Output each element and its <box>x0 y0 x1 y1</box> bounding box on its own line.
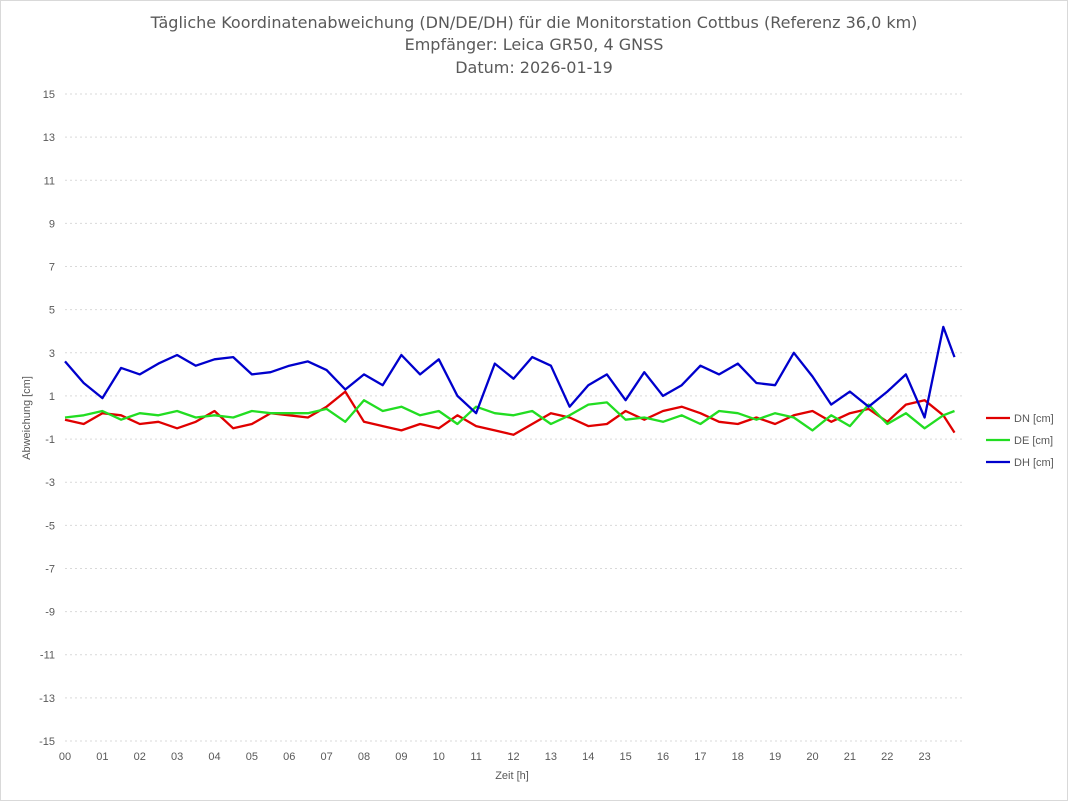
y-tick-label: -1 <box>45 434 55 446</box>
legend: DN [cm] DE [cm] DH [cm] <box>986 413 1054 469</box>
y-ticks: 15 13 11 9 7 5 3 1 -1 -3 -5 -7 -9 -11 -13 -15 <box>39 89 55 748</box>
x-tick-label: 20 <box>806 751 818 763</box>
x-tick-label: 14 <box>582 751 594 763</box>
x-tick-label: 15 <box>620 751 632 763</box>
series-layer <box>64 325 956 436</box>
chart-title-line-2: Empfänger: Leica GR50, 4 GNSS <box>405 35 664 54</box>
legend-label-dn: DN [cm] <box>1014 413 1054 425</box>
x-tick-label: 05 <box>246 751 258 763</box>
x-tick-label: 17 <box>694 751 706 763</box>
x-tick-label: 23 <box>919 751 931 763</box>
y-tick-label: -5 <box>45 520 55 532</box>
x-tick-label: 09 <box>395 751 407 763</box>
y-tick-label: -3 <box>45 477 55 489</box>
x-tick-label: 02 <box>134 751 146 763</box>
y-axis-label: Abweichung [cm] <box>21 376 33 460</box>
x-tick-label: 22 <box>881 751 893 763</box>
series-line-de <box>64 399 955 432</box>
y-tick-label: -9 <box>45 607 55 619</box>
y-tick-label: 13 <box>43 132 55 144</box>
y-tick-label: 1 <box>49 391 55 403</box>
legend-label-de: DE [cm] <box>1014 435 1053 447</box>
chart-title-line-1: Tägliche Koordinatenabweichung (DN/DE/DH… <box>150 13 918 32</box>
x-tick-label: 03 <box>171 751 183 763</box>
x-tick-label: 18 <box>732 751 744 763</box>
x-tick-label: 01 <box>96 751 108 763</box>
y-tick-label: 7 <box>49 262 55 274</box>
x-tick-label: 10 <box>433 751 445 763</box>
x-tick-label: 07 <box>321 751 333 763</box>
x-tick-label: 00 <box>59 751 71 763</box>
chart-title-line-3: Datum: 2026-01-19 <box>455 58 613 77</box>
y-tick-label: 15 <box>43 89 55 101</box>
x-tick-label: 19 <box>769 751 781 763</box>
y-tick-label: -7 <box>45 563 55 575</box>
y-tick-label: 5 <box>49 305 55 317</box>
series-line-dn <box>64 390 956 436</box>
x-tick-label: 13 <box>545 751 557 763</box>
x-tick-label: 21 <box>844 751 856 763</box>
x-tick-label: 06 <box>283 751 295 763</box>
legend-label-dh: DH [cm] <box>1014 457 1054 469</box>
y-tick-label: -11 <box>40 650 55 662</box>
y-tick-label: 9 <box>49 218 55 230</box>
x-tick-label: 12 <box>507 751 519 763</box>
series-line-dh <box>64 325 956 419</box>
x-tick-label: 08 <box>358 751 370 763</box>
x-tick-label: 16 <box>657 751 669 763</box>
x-tick-label: 11 <box>470 751 481 763</box>
y-tick-label: 3 <box>49 348 55 360</box>
x-ticks: 00 01 02 03 04 05 06 07 08 09 10 11 12 13 14 15 16 17 18 19… <box>59 751 931 763</box>
x-tick-label: 04 <box>208 751 220 763</box>
x-axis-label: Zeit [h] <box>495 770 529 782</box>
y-tick-label: 11 <box>44 175 55 187</box>
y-tick-label: -15 <box>39 736 55 748</box>
y-tick-label: -13 <box>39 693 55 705</box>
